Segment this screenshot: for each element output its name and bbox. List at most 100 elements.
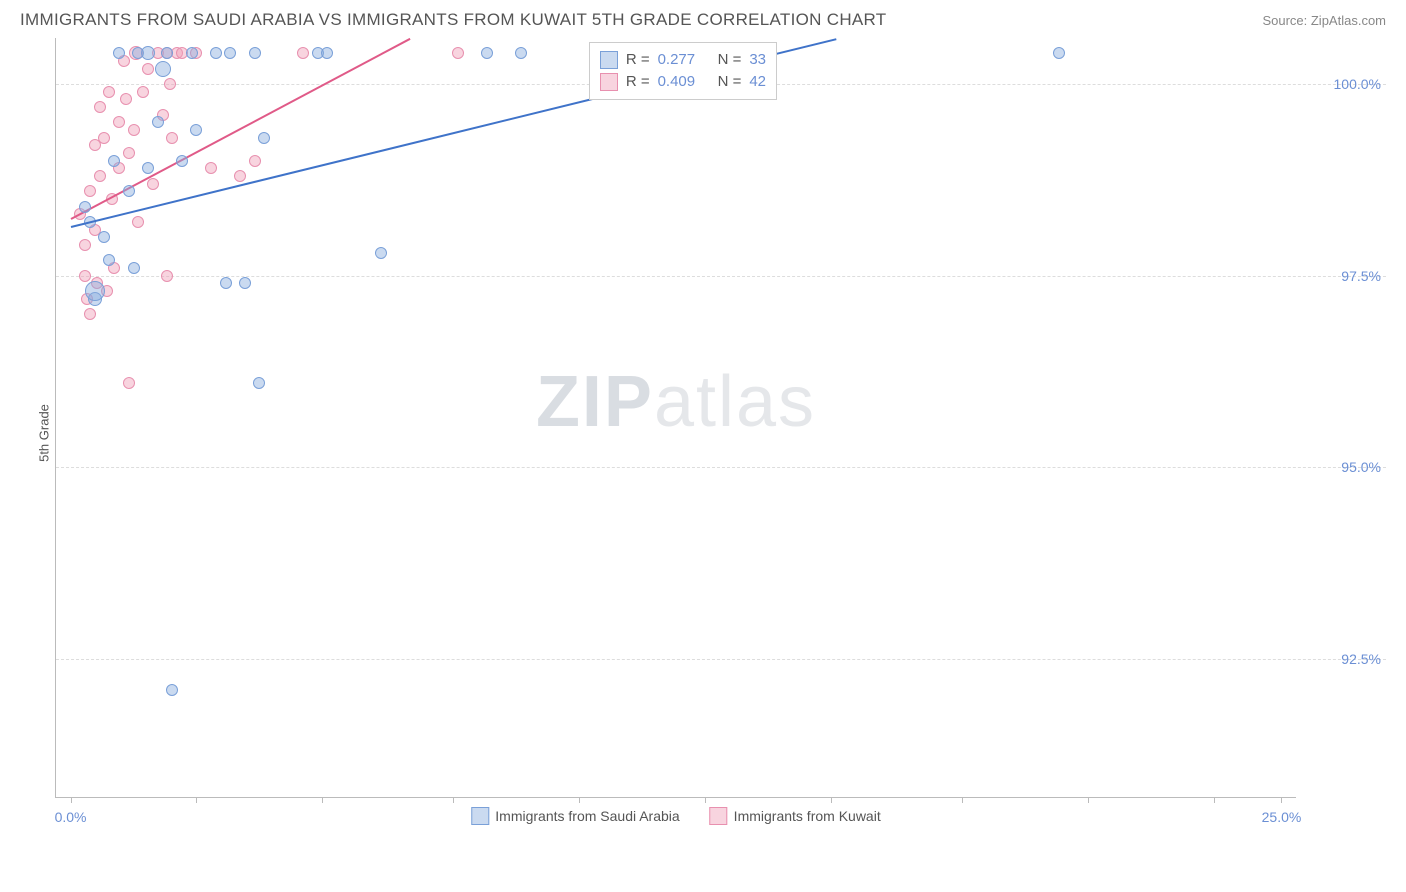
chart-title: IMMIGRANTS FROM SAUDI ARABIA VS IMMIGRAN… [20, 10, 887, 30]
stats-r-label: R = [626, 51, 650, 68]
y-axis-label: 5th Grade [36, 404, 51, 462]
data-point-saudi [176, 155, 188, 167]
stats-n-value: 42 [749, 73, 766, 90]
x-tick-label: 0.0% [55, 809, 87, 825]
x-tick [962, 797, 963, 803]
chart-header: IMMIGRANTS FROM SAUDI ARABIA VS IMMIGRAN… [0, 0, 1406, 38]
stats-n-label: N = [718, 51, 742, 68]
chart-source: Source: ZipAtlas.com [1262, 13, 1386, 28]
stats-n-label: N = [718, 73, 742, 90]
data-point-kuwait [142, 63, 154, 75]
data-point-kuwait [113, 116, 125, 128]
x-tick [1214, 797, 1215, 803]
data-point-saudi [152, 116, 164, 128]
legend-label-saudi: Immigrants from Saudi Arabia [495, 808, 679, 824]
data-point-kuwait [94, 170, 106, 182]
x-tick [196, 797, 197, 803]
data-point-kuwait [234, 170, 246, 182]
data-point-kuwait [128, 124, 140, 136]
data-point-saudi [249, 47, 261, 59]
data-point-saudi [108, 155, 120, 167]
data-point-saudi [321, 47, 333, 59]
legend-swatch-kuwait [710, 807, 728, 825]
data-point-saudi [258, 132, 270, 144]
legend-label-kuwait: Immigrants from Kuwait [734, 808, 881, 824]
data-point-kuwait [147, 178, 159, 190]
x-tick [579, 797, 580, 803]
data-point-kuwait [84, 185, 96, 197]
stats-row: R = 0.277 N = 33 [600, 49, 766, 71]
stats-swatch [600, 51, 618, 69]
data-point-kuwait [205, 162, 217, 174]
x-tick [1281, 797, 1282, 803]
data-point-kuwait [249, 155, 261, 167]
data-point-saudi [98, 231, 110, 243]
chart-area: 5th Grade ZIPatlas Immigrants from Saudi… [45, 38, 1386, 828]
stats-r-value: 0.409 [658, 73, 710, 90]
data-point-saudi [123, 185, 135, 197]
data-point-saudi [113, 47, 125, 59]
y-tick-label: 92.5% [1341, 651, 1381, 667]
data-point-kuwait [94, 101, 106, 113]
data-point-kuwait [98, 132, 110, 144]
watermark: ZIPatlas [536, 361, 816, 443]
data-point-kuwait [137, 86, 149, 98]
stats-n-value: 33 [749, 51, 766, 68]
watermark-zip: ZIP [536, 362, 654, 442]
data-point-saudi [79, 201, 91, 213]
y-tick-label: 97.5% [1341, 268, 1381, 284]
x-tick-label: 25.0% [1262, 809, 1302, 825]
data-point-saudi [1053, 47, 1065, 59]
data-point-kuwait [79, 270, 91, 282]
data-point-kuwait [79, 239, 91, 251]
data-point-kuwait [452, 47, 464, 59]
data-point-kuwait [164, 78, 176, 90]
data-point-saudi [515, 47, 527, 59]
data-point-saudi [161, 47, 173, 59]
data-point-saudi [220, 277, 232, 289]
data-point-saudi [224, 47, 236, 59]
gridline [56, 467, 1386, 468]
plot-area: ZIPatlas Immigrants from Saudi Arabia Im… [55, 38, 1296, 798]
data-point-saudi [141, 46, 155, 60]
data-point-saudi [85, 281, 105, 301]
stats-r-value: 0.277 [658, 51, 710, 68]
data-point-saudi [190, 124, 202, 136]
data-point-kuwait [120, 93, 132, 105]
x-tick [705, 797, 706, 803]
legend-item-saudi: Immigrants from Saudi Arabia [471, 807, 679, 825]
y-tick-label: 100.0% [1334, 76, 1381, 92]
legend-item-kuwait: Immigrants from Kuwait [710, 807, 881, 825]
data-point-saudi [128, 262, 140, 274]
data-point-saudi [239, 277, 251, 289]
x-tick [1088, 797, 1089, 803]
data-point-saudi [103, 254, 115, 266]
data-point-saudi [155, 61, 171, 77]
data-point-saudi [142, 162, 154, 174]
gridline [56, 659, 1386, 660]
bottom-legend: Immigrants from Saudi Arabia Immigrants … [471, 807, 880, 825]
data-point-kuwait [166, 132, 178, 144]
data-point-kuwait [123, 147, 135, 159]
x-tick [322, 797, 323, 803]
stats-swatch [600, 73, 618, 91]
data-point-saudi [375, 247, 387, 259]
gridline [56, 276, 1386, 277]
x-tick [71, 797, 72, 803]
watermark-atlas: atlas [654, 362, 816, 442]
data-point-kuwait [132, 216, 144, 228]
data-point-kuwait [297, 47, 309, 59]
x-tick [831, 797, 832, 803]
data-point-saudi [210, 47, 222, 59]
data-point-kuwait [103, 86, 115, 98]
data-point-kuwait [84, 308, 96, 320]
data-point-saudi [481, 47, 493, 59]
data-point-saudi [186, 47, 198, 59]
legend-swatch-saudi [471, 807, 489, 825]
data-point-saudi [253, 377, 265, 389]
x-tick [453, 797, 454, 803]
data-point-saudi [166, 684, 178, 696]
y-tick-label: 95.0% [1341, 459, 1381, 475]
data-point-kuwait [123, 377, 135, 389]
stats-row: R =0.409N =42 [600, 71, 766, 93]
